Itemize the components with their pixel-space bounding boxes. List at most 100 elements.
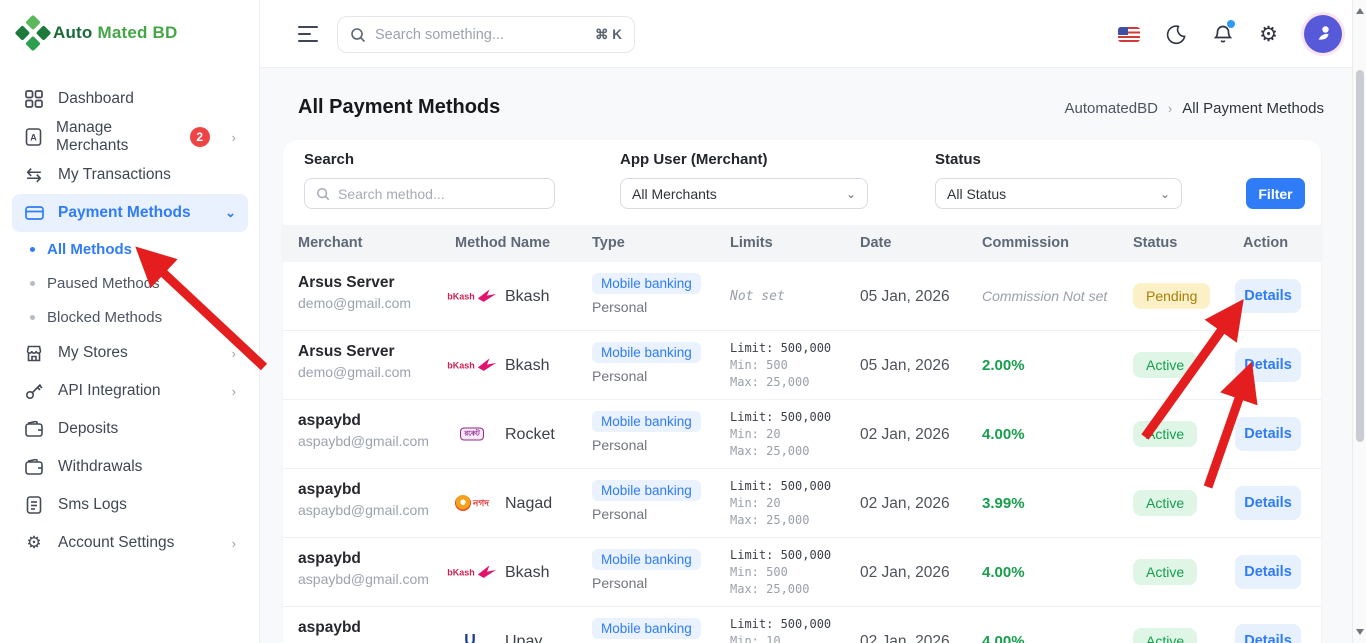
sidebar-item-payment-methods[interactable]: Payment Methods ⌄ xyxy=(12,194,248,232)
col-header-action: Action xyxy=(1243,235,1289,251)
sidebar-subitem-label: All Methods xyxy=(47,240,132,258)
merchant-email: aspaybd@gmail.com xyxy=(298,571,429,587)
filter-bar: Search App User (Merchant) All Merchants… xyxy=(283,140,1321,225)
chevron-down-icon: ⌄ xyxy=(225,205,236,220)
method-search-field[interactable] xyxy=(304,178,555,209)
details-button[interactable]: Details xyxy=(1235,348,1301,382)
details-button[interactable]: Details xyxy=(1235,486,1301,520)
sidebar-subitem-label: Paused Methods xyxy=(47,274,160,292)
sidebar-item-my-transactions[interactable]: ⇆ My Transactions xyxy=(12,156,248,194)
sidebar-item-dashboard[interactable]: Dashboard xyxy=(12,80,248,118)
type-sub: Personal xyxy=(592,575,648,591)
type-badge: Mobile banking xyxy=(592,618,701,639)
status-badge: Active xyxy=(1133,490,1198,516)
status-badge: Active xyxy=(1133,628,1198,643)
status-filter-select[interactable]: All Status ⌄ xyxy=(935,178,1182,209)
scrollbar-thumb[interactable] xyxy=(1356,70,1364,442)
sidebar-item-sms-logs[interactable]: Sms Logs xyxy=(12,486,248,524)
sidebar-item-withdrawals[interactable]: Withdrawals xyxy=(12,448,248,486)
chevron-right-icon: › xyxy=(231,535,236,551)
bkash-logo-icon: bKash xyxy=(446,289,498,304)
topbar: ⌘ K ⚙ xyxy=(260,0,1366,68)
brand-diamond-icon xyxy=(14,14,52,52)
brand-logo[interactable]: Auto Mated BD xyxy=(14,14,178,52)
merchant-email: demo@gmail.com xyxy=(298,295,412,311)
gear-icon: ⚙ xyxy=(26,533,42,552)
sidebar-item-api-integration[interactable]: API Integration › xyxy=(12,372,248,410)
bkash-logo-icon: bKash xyxy=(446,358,498,373)
filter-button[interactable]: Filter xyxy=(1246,178,1305,209)
payment-methods-card: Search App User (Merchant) All Merchants… xyxy=(283,140,1321,643)
settings-gear-icon[interactable]: ⚙ xyxy=(1259,22,1278,46)
breadcrumb-root[interactable]: AutomatedBD xyxy=(1064,100,1158,117)
method-search-input[interactable] xyxy=(338,185,543,202)
sidebar-item-label: Withdrawals xyxy=(58,458,143,475)
type-sub: Personal xyxy=(592,368,648,384)
type-sub: Personal xyxy=(592,506,648,522)
merchant-filter-select[interactable]: All Merchants ⌄ xyxy=(620,178,868,209)
notification-dot xyxy=(1227,19,1236,28)
bullet-icon xyxy=(30,246,35,252)
language-flag-icon[interactable] xyxy=(1118,26,1141,42)
sidebar-item-account-settings[interactable]: ⚙ Account Settings › xyxy=(12,524,248,562)
sidebar-subitem-paused-methods[interactable]: Paused Methods xyxy=(12,268,248,298)
commission: 4.00% xyxy=(982,426,1025,443)
vertical-scrollbar[interactable] xyxy=(1352,0,1366,643)
bkash-logo-icon: bKash xyxy=(446,565,498,580)
commission: Commission Not set xyxy=(982,288,1108,304)
merchant-email: demo@gmail.com xyxy=(298,364,412,380)
global-search[interactable]: ⌘ K xyxy=(337,16,635,53)
rocket-logo-icon: রকেট xyxy=(446,427,498,441)
merchant-name: aspaybd xyxy=(298,481,361,498)
sidebar-item-deposits[interactable]: Deposits xyxy=(12,410,248,448)
col-header-commission: Commission xyxy=(982,235,1070,251)
scrollbar-down-arrow[interactable] xyxy=(1356,629,1364,635)
commission: 3.99% xyxy=(982,495,1025,512)
chevron-right-icon: › xyxy=(231,129,236,145)
global-search-input[interactable] xyxy=(375,26,586,43)
details-button[interactable]: Details xyxy=(1235,279,1301,313)
sidebar-item-label: Sms Logs xyxy=(58,496,127,513)
merchant-name: aspaybd xyxy=(298,550,361,567)
bullet-icon xyxy=(30,280,35,286)
chevron-down-icon: ⌄ xyxy=(845,186,856,201)
chevron-right-icon: › xyxy=(231,345,236,361)
sidebar-item-label: Manage Merchants xyxy=(56,119,129,154)
sidebar-subitem-all-methods[interactable]: All Methods xyxy=(12,234,248,264)
dark-mode-moon-icon[interactable] xyxy=(1166,24,1187,45)
status-badge: Active xyxy=(1133,421,1198,447)
merchant-name: Arsus Server xyxy=(298,343,395,360)
store-icon xyxy=(24,345,44,362)
details-button[interactable]: Details xyxy=(1235,555,1301,589)
nagad-logo-icon: নগদ xyxy=(446,495,498,511)
sidebar-item-my-stores[interactable]: My Stores › xyxy=(12,334,248,372)
details-button[interactable]: Details xyxy=(1235,417,1301,451)
user-avatar[interactable] xyxy=(1304,15,1342,53)
notifications-bell-icon[interactable] xyxy=(1213,19,1236,45)
hamburger-menu-icon[interactable] xyxy=(298,26,318,42)
status-badge: Active xyxy=(1133,559,1198,585)
details-button[interactable]: Details xyxy=(1235,624,1301,643)
limits: Limit: 500,000 Min: 500 Max: 25,000 xyxy=(730,548,832,596)
sidebar-subitem-blocked-methods[interactable]: Blocked Methods xyxy=(12,302,248,332)
bullet-icon xyxy=(30,314,35,320)
table-row: aspaybd aspaybd@gmail.com রকেট Rocket Mob… xyxy=(283,400,1321,469)
brand-name: Auto Mated BD xyxy=(53,23,178,42)
sidebar-item-manage-merchants[interactable]: A Manage Merchants 2 › xyxy=(12,118,248,156)
table-row: aspaybd aspaybd@gmail.com U Upay Mobile b… xyxy=(283,607,1321,643)
method-name: Upay xyxy=(505,633,543,643)
search-label: Search xyxy=(304,151,355,168)
col-header-type: Type xyxy=(592,235,625,251)
sidebar-item-label: Payment Methods xyxy=(58,204,191,221)
col-header-status: Status xyxy=(1133,235,1178,251)
table-row: aspaybd aspaybd@gmail.com নগদ Nagad Mobil… xyxy=(283,469,1321,538)
limits: Limit: 500,000 Min: 20 Max: 25,000 xyxy=(730,479,832,527)
scrollbar-up-arrow[interactable] xyxy=(1356,8,1364,14)
chevron-down-icon: ⌄ xyxy=(1159,186,1170,201)
date: 05 Jan, 2026 xyxy=(860,357,950,374)
keyboard-shortcut: ⌘ K xyxy=(595,26,622,42)
merchant-file-icon: A xyxy=(24,128,42,146)
col-header-limits: Limits xyxy=(730,235,773,251)
credit-card-icon xyxy=(24,205,44,221)
method-name: Nagad xyxy=(505,495,553,512)
